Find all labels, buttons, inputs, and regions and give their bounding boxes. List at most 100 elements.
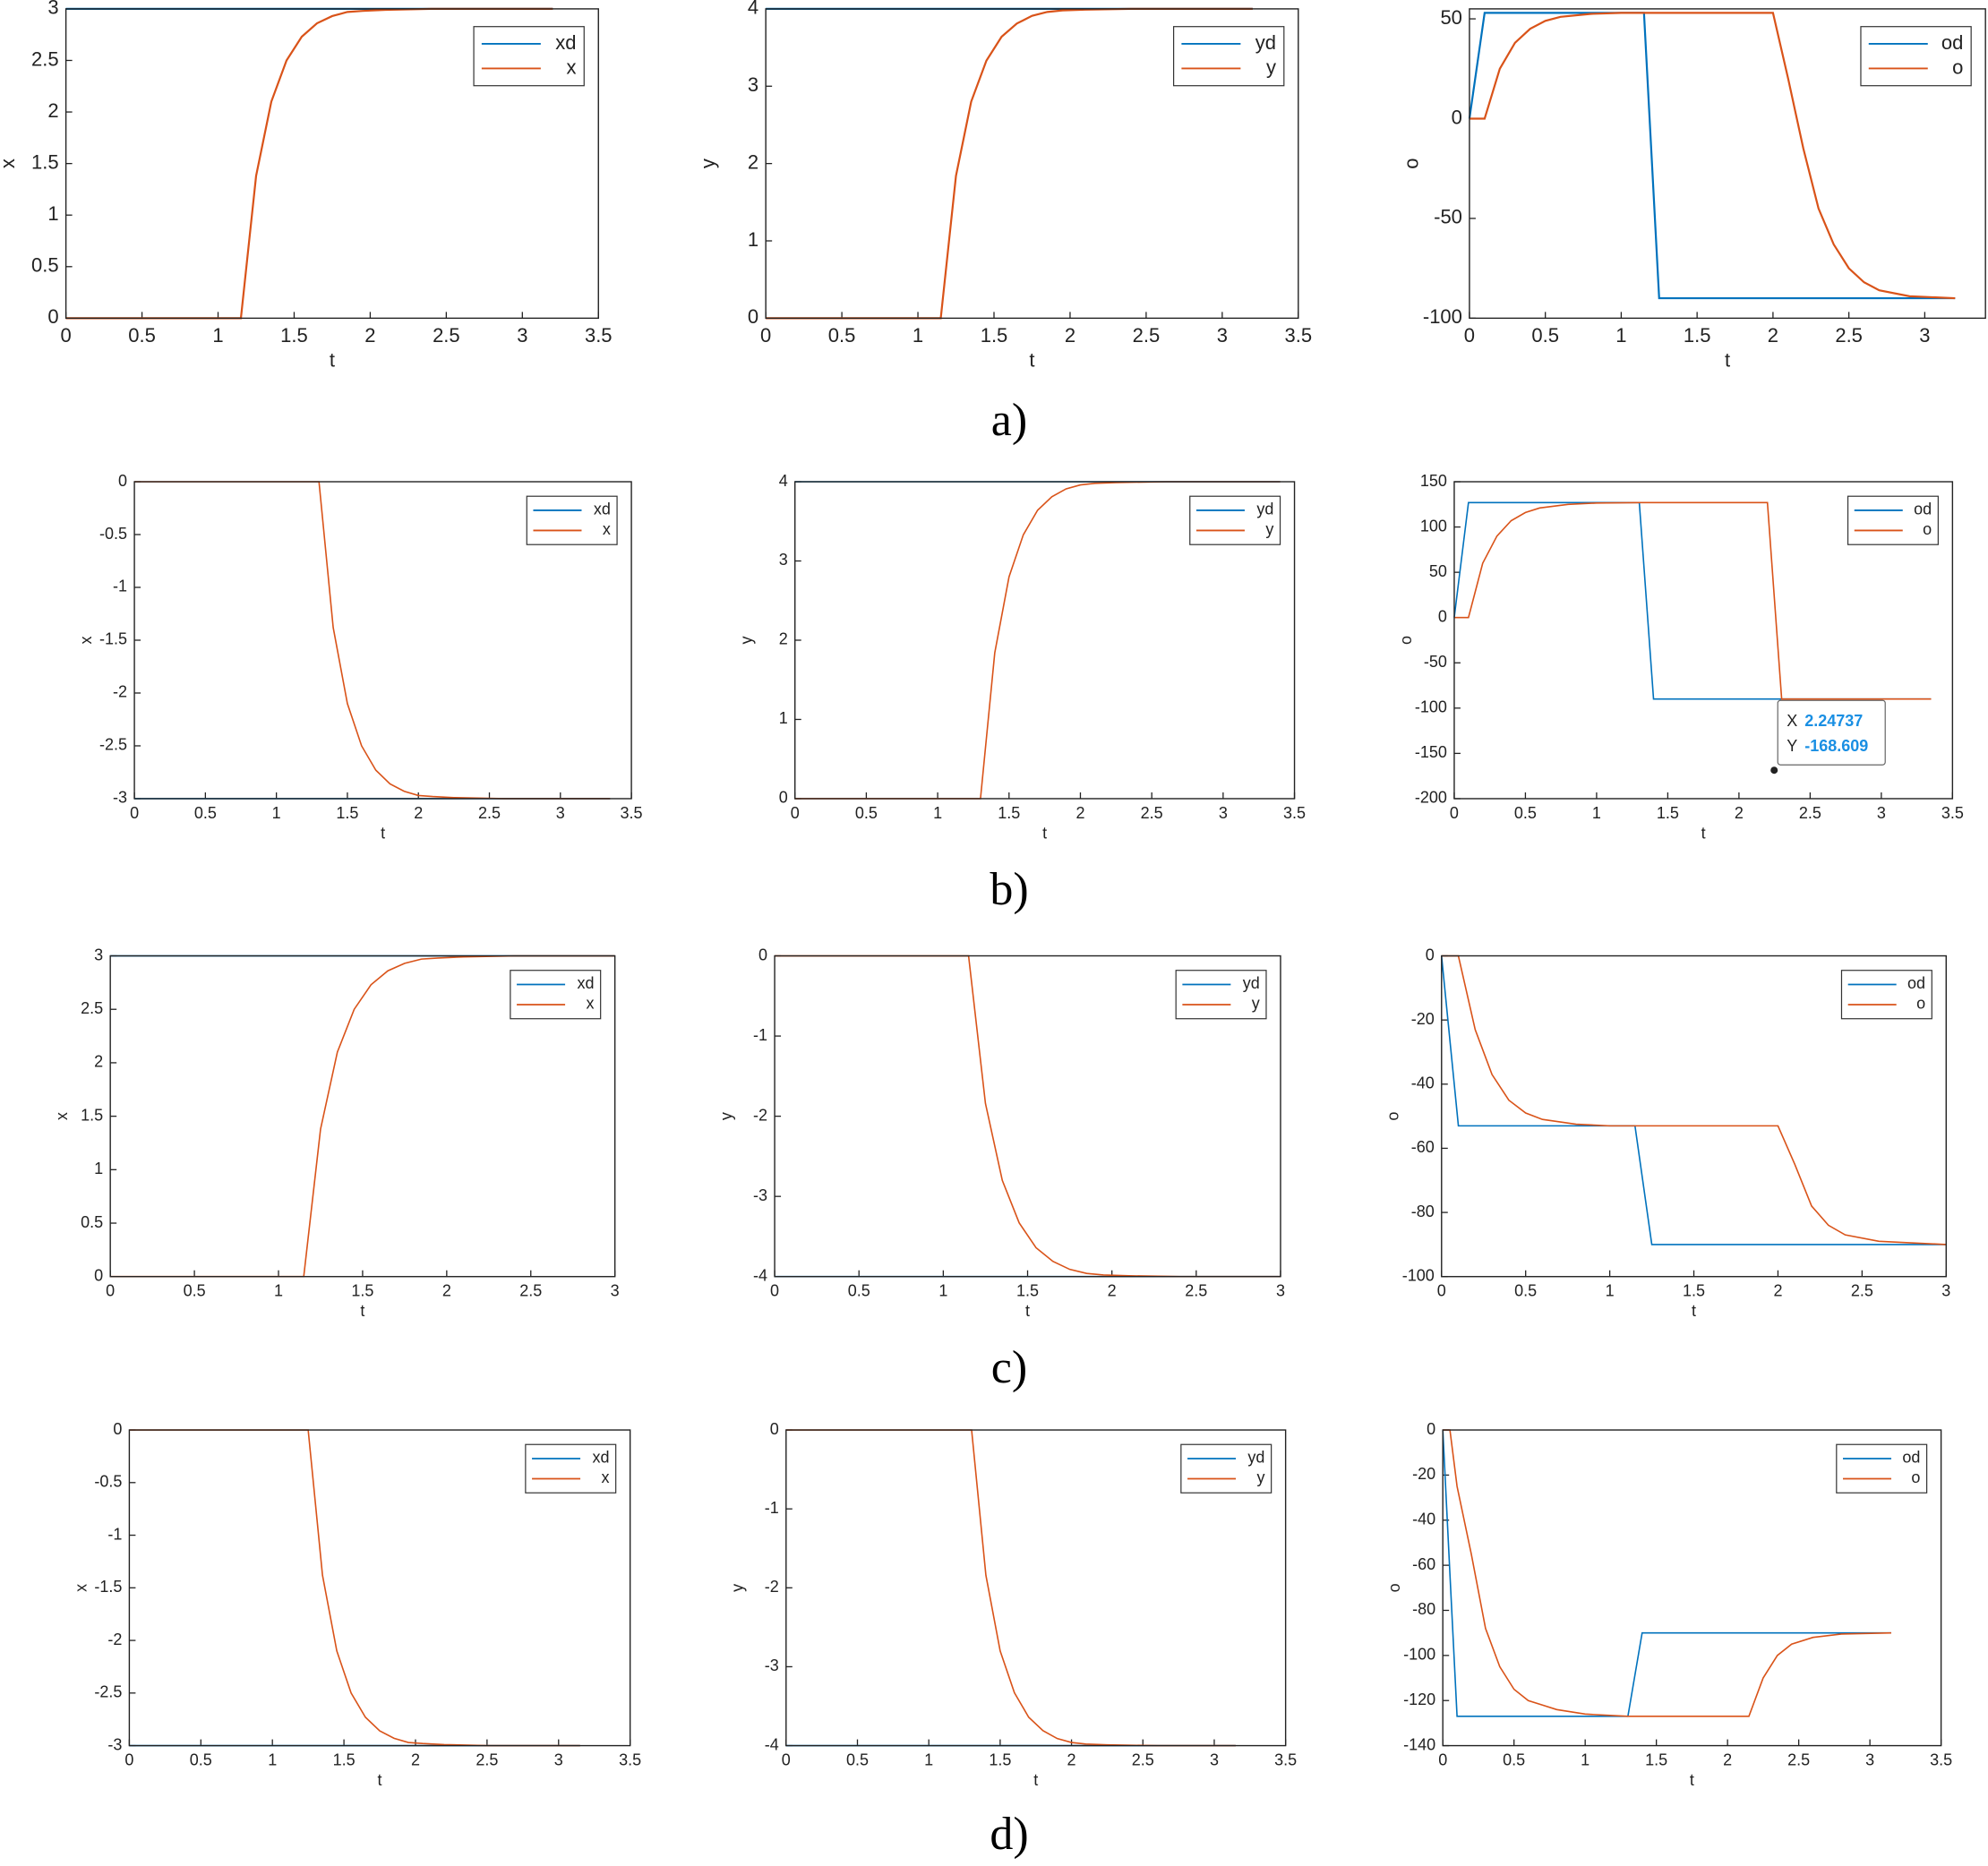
x-tick-label: 0.5 [1503, 1750, 1525, 1768]
x-tick-label: 0.5 [194, 804, 217, 822]
x-tick-label: 3 [1865, 1750, 1874, 1768]
x-tick-label: 0.5 [184, 1282, 206, 1300]
axes: 0 0.5 1 1.5 2 2.5 3 3.5 -200 -150 -100 -50 0 50 100 150… [1397, 472, 1964, 843]
legend-label: od [1914, 501, 1932, 518]
x-tick-label: 2 [1067, 1750, 1076, 1768]
axes-frame [1469, 8, 1986, 320]
legend-label: xd [577, 974, 594, 992]
x-tick-label: 2.5 [476, 1750, 498, 1768]
x-axis-label: t [378, 1771, 382, 1789]
x-tick-label: 2 [1773, 1282, 1782, 1300]
y-axis-label: x [53, 1112, 71, 1120]
legend-box [1175, 970, 1267, 1020]
series-line [1453, 501, 1932, 700]
y-tick-label: 2 [47, 99, 58, 122]
y-tick-label: -60 [1411, 1138, 1435, 1156]
x-tick-label: 2.5 [1133, 324, 1161, 347]
y-tick-label: -2.5 [94, 1683, 122, 1701]
x-tick-label: 0 [60, 324, 71, 347]
axes-frame [1453, 481, 1954, 800]
x-tick-label: 1.5 [1016, 1282, 1039, 1300]
y-tick-label: 1 [47, 202, 58, 225]
axes-frame [765, 8, 1299, 320]
y-tick-label: 2 [779, 630, 788, 648]
x-tick-label: 3.5 [1283, 804, 1306, 822]
y-axis-label: y [697, 158, 719, 168]
x-tick-label: 0.5 [128, 324, 156, 347]
y-tick-label: 0 [770, 1420, 779, 1438]
series-line [1442, 1430, 1891, 1717]
x-tick-label: 0 [1450, 804, 1459, 822]
x-tick-label: 1.5 [336, 804, 358, 822]
y-tick-label: -0.5 [94, 1473, 122, 1491]
legend-box [473, 26, 585, 87]
x-tick-label: 1 [924, 1750, 933, 1768]
x-tick-label: 3 [1941, 1282, 1950, 1300]
series-line [775, 954, 1281, 1278]
axes: 0 0.5 1 1.5 2 2.5 3 -100 -80 -60 -40 -20 0 t o od o [1384, 946, 1951, 1320]
legend-label: y [1266, 56, 1276, 78]
x-tick-label: 1 [274, 1282, 283, 1300]
x-tick-label: 0 [106, 1282, 115, 1300]
legend-label: o [1923, 520, 1932, 538]
y-tick-label: 0 [1452, 106, 1462, 128]
x-tick-label: 0.5 [1514, 1282, 1537, 1300]
x-tick-label: 1 [933, 804, 942, 822]
x-tick-label: 2 [364, 324, 375, 347]
legend-box [526, 495, 618, 545]
series-line [134, 481, 611, 800]
y-tick-label: 4 [748, 0, 758, 19]
axes-frame [64, 8, 599, 320]
legend-label: y [1252, 995, 1260, 1013]
series-line [65, 7, 553, 320]
legend-label: od [1907, 974, 1925, 992]
y-tick-label: -2 [765, 1578, 779, 1596]
x-axis-label: t [1725, 349, 1730, 372]
y-tick-label: 50 [1440, 6, 1461, 29]
y-axis-label: o [1397, 636, 1415, 645]
series-line [129, 1429, 580, 1747]
x-tick-label: 2 [442, 1282, 451, 1300]
x-tick-label: 1 [1606, 1282, 1615, 1300]
legend-label: yd [1256, 501, 1273, 518]
x-axis-label: t [381, 824, 385, 842]
y-tick-label: -150 [1415, 743, 1447, 761]
x-tick-label: 0 [791, 804, 800, 822]
legend-label: x [603, 520, 611, 538]
legend-label: xd [594, 501, 611, 518]
x-tick-label: 3.5 [585, 324, 613, 347]
x-tick-label: 2.5 [1141, 804, 1163, 822]
y-tick-label: 0.5 [31, 254, 59, 277]
y-tick-label: 0 [94, 1266, 103, 1284]
axes: 0 0.5 1 1.5 2 2.5 3 0 0.5 1 1.5 2 2.5 3 t x xd x [53, 946, 620, 1320]
x-tick-label: 3.5 [619, 1750, 641, 1768]
y-tick-label: 0.5 [81, 1213, 103, 1231]
y-tick-label: 150 [1420, 472, 1447, 490]
y-tick-label: -40 [1411, 1074, 1435, 1092]
x-tick-label: 2.5 [1132, 1750, 1154, 1768]
series-line [110, 954, 615, 1278]
x-tick-label: 1 [938, 1282, 947, 1300]
y-axis-label: x [72, 1584, 90, 1592]
x-tick-label: 2 [1108, 1282, 1117, 1300]
axes: 0 0.5 1 1.5 2 2.5 3 3.5 -3 -2.5 -2 -1.5 -1 -0.5 0 t x xd x [77, 472, 643, 843]
panel-label: c) [991, 1342, 1027, 1393]
legend-label: o [1911, 1468, 1920, 1486]
legend-box [1172, 26, 1285, 87]
legend-label: od [1941, 31, 1963, 54]
y-tick-label: 2 [748, 150, 758, 173]
series-line [1441, 954, 1947, 1245]
series-line [766, 7, 1253, 320]
y-tick-label: -80 [1411, 1203, 1435, 1220]
x-tick-label: 1.5 [1684, 324, 1711, 347]
x-tick-label: 1 [272, 804, 281, 822]
x-tick-label: 1.5 [998, 804, 1020, 822]
y-tick-label: 1 [748, 228, 758, 251]
y-tick-label: -3 [113, 789, 127, 807]
legend-label: x [601, 1468, 609, 1486]
y-axis-label: y [717, 1112, 735, 1120]
x-tick-label: 2.5 [478, 804, 501, 822]
legend-box [1840, 970, 1932, 1020]
x-tick-label: 0 [1437, 1282, 1446, 1300]
